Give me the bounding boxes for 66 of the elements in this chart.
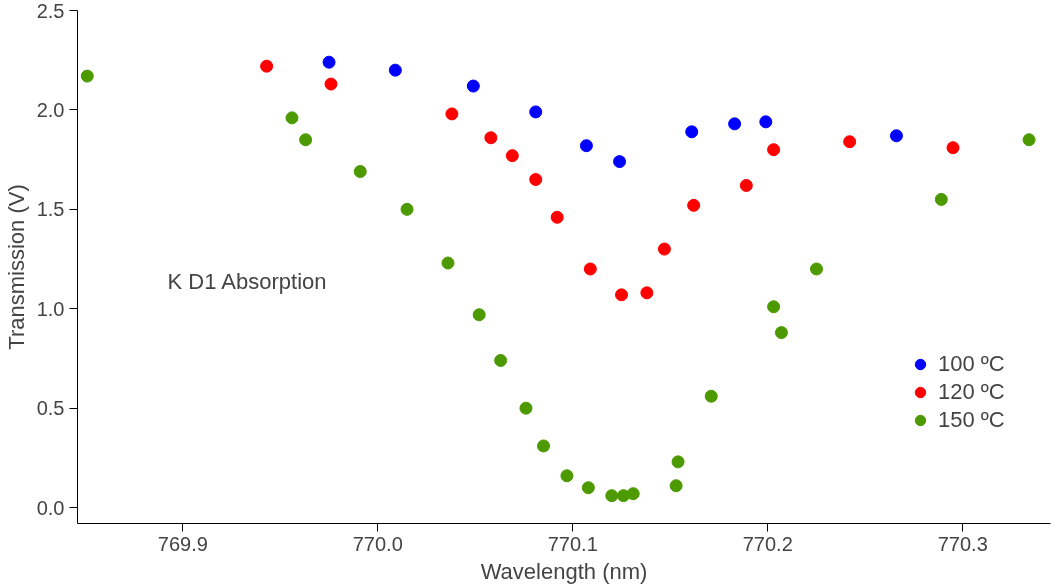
point bbox=[550, 210, 564, 224]
y-tick-label: 2.0 bbox=[36, 98, 65, 121]
point bbox=[767, 143, 781, 157]
point bbox=[466, 79, 480, 93]
point bbox=[759, 115, 773, 129]
point bbox=[484, 131, 498, 145]
point bbox=[285, 111, 299, 125]
point bbox=[519, 401, 533, 415]
point bbox=[388, 63, 402, 77]
y-tick-label: 0.0 bbox=[36, 496, 65, 519]
x-axis-title: Wavelength (nm) bbox=[480, 558, 648, 584]
point bbox=[687, 198, 701, 212]
point bbox=[946, 141, 960, 155]
point bbox=[494, 353, 508, 367]
point bbox=[774, 326, 788, 340]
point bbox=[934, 192, 948, 206]
y-tick-label: 1.0 bbox=[36, 297, 65, 320]
point bbox=[615, 288, 629, 302]
point bbox=[560, 469, 574, 483]
point bbox=[1022, 133, 1036, 147]
point bbox=[685, 125, 699, 139]
point bbox=[299, 133, 313, 147]
point bbox=[605, 489, 619, 503]
point bbox=[739, 178, 753, 192]
y-axis-title: Transmission (V) bbox=[3, 184, 29, 350]
point bbox=[583, 262, 597, 276]
point bbox=[613, 155, 627, 169]
x-tick-label: 770.2 bbox=[742, 532, 793, 555]
point bbox=[669, 479, 683, 493]
point bbox=[657, 242, 671, 256]
y-tick-label: 2.5 bbox=[36, 0, 65, 22]
point bbox=[671, 455, 685, 469]
point bbox=[529, 105, 543, 119]
annotation: K D1 Absorption bbox=[167, 268, 327, 294]
point bbox=[889, 129, 903, 143]
point bbox=[441, 256, 455, 270]
point bbox=[616, 489, 630, 503]
point bbox=[80, 69, 94, 83]
point bbox=[472, 308, 486, 322]
point bbox=[400, 202, 414, 216]
point bbox=[810, 262, 824, 276]
point bbox=[767, 300, 781, 314]
point bbox=[353, 165, 367, 179]
point bbox=[579, 139, 593, 153]
legend-label: 150 ºC bbox=[938, 407, 1005, 433]
point bbox=[626, 487, 640, 501]
point bbox=[728, 117, 742, 131]
point bbox=[324, 77, 338, 91]
point bbox=[445, 107, 459, 121]
x-tick-label: 770.3 bbox=[937, 532, 988, 555]
x-tick-label: 770.1 bbox=[547, 532, 598, 555]
point bbox=[581, 481, 595, 495]
x-tick-label: 769.9 bbox=[157, 532, 208, 555]
x-tick-label: 770.0 bbox=[352, 532, 403, 555]
point bbox=[704, 389, 718, 403]
point bbox=[640, 286, 654, 300]
y-tick-label: 0.5 bbox=[36, 397, 65, 420]
point bbox=[505, 149, 519, 163]
point bbox=[260, 59, 274, 73]
point bbox=[322, 55, 336, 69]
legend-label: 100 ºC bbox=[938, 351, 1005, 377]
point bbox=[843, 135, 857, 149]
legend-label: 120 ºC bbox=[938, 379, 1005, 405]
y-tick-label: 1.5 bbox=[36, 198, 65, 221]
point bbox=[529, 173, 543, 186]
point bbox=[537, 439, 551, 453]
